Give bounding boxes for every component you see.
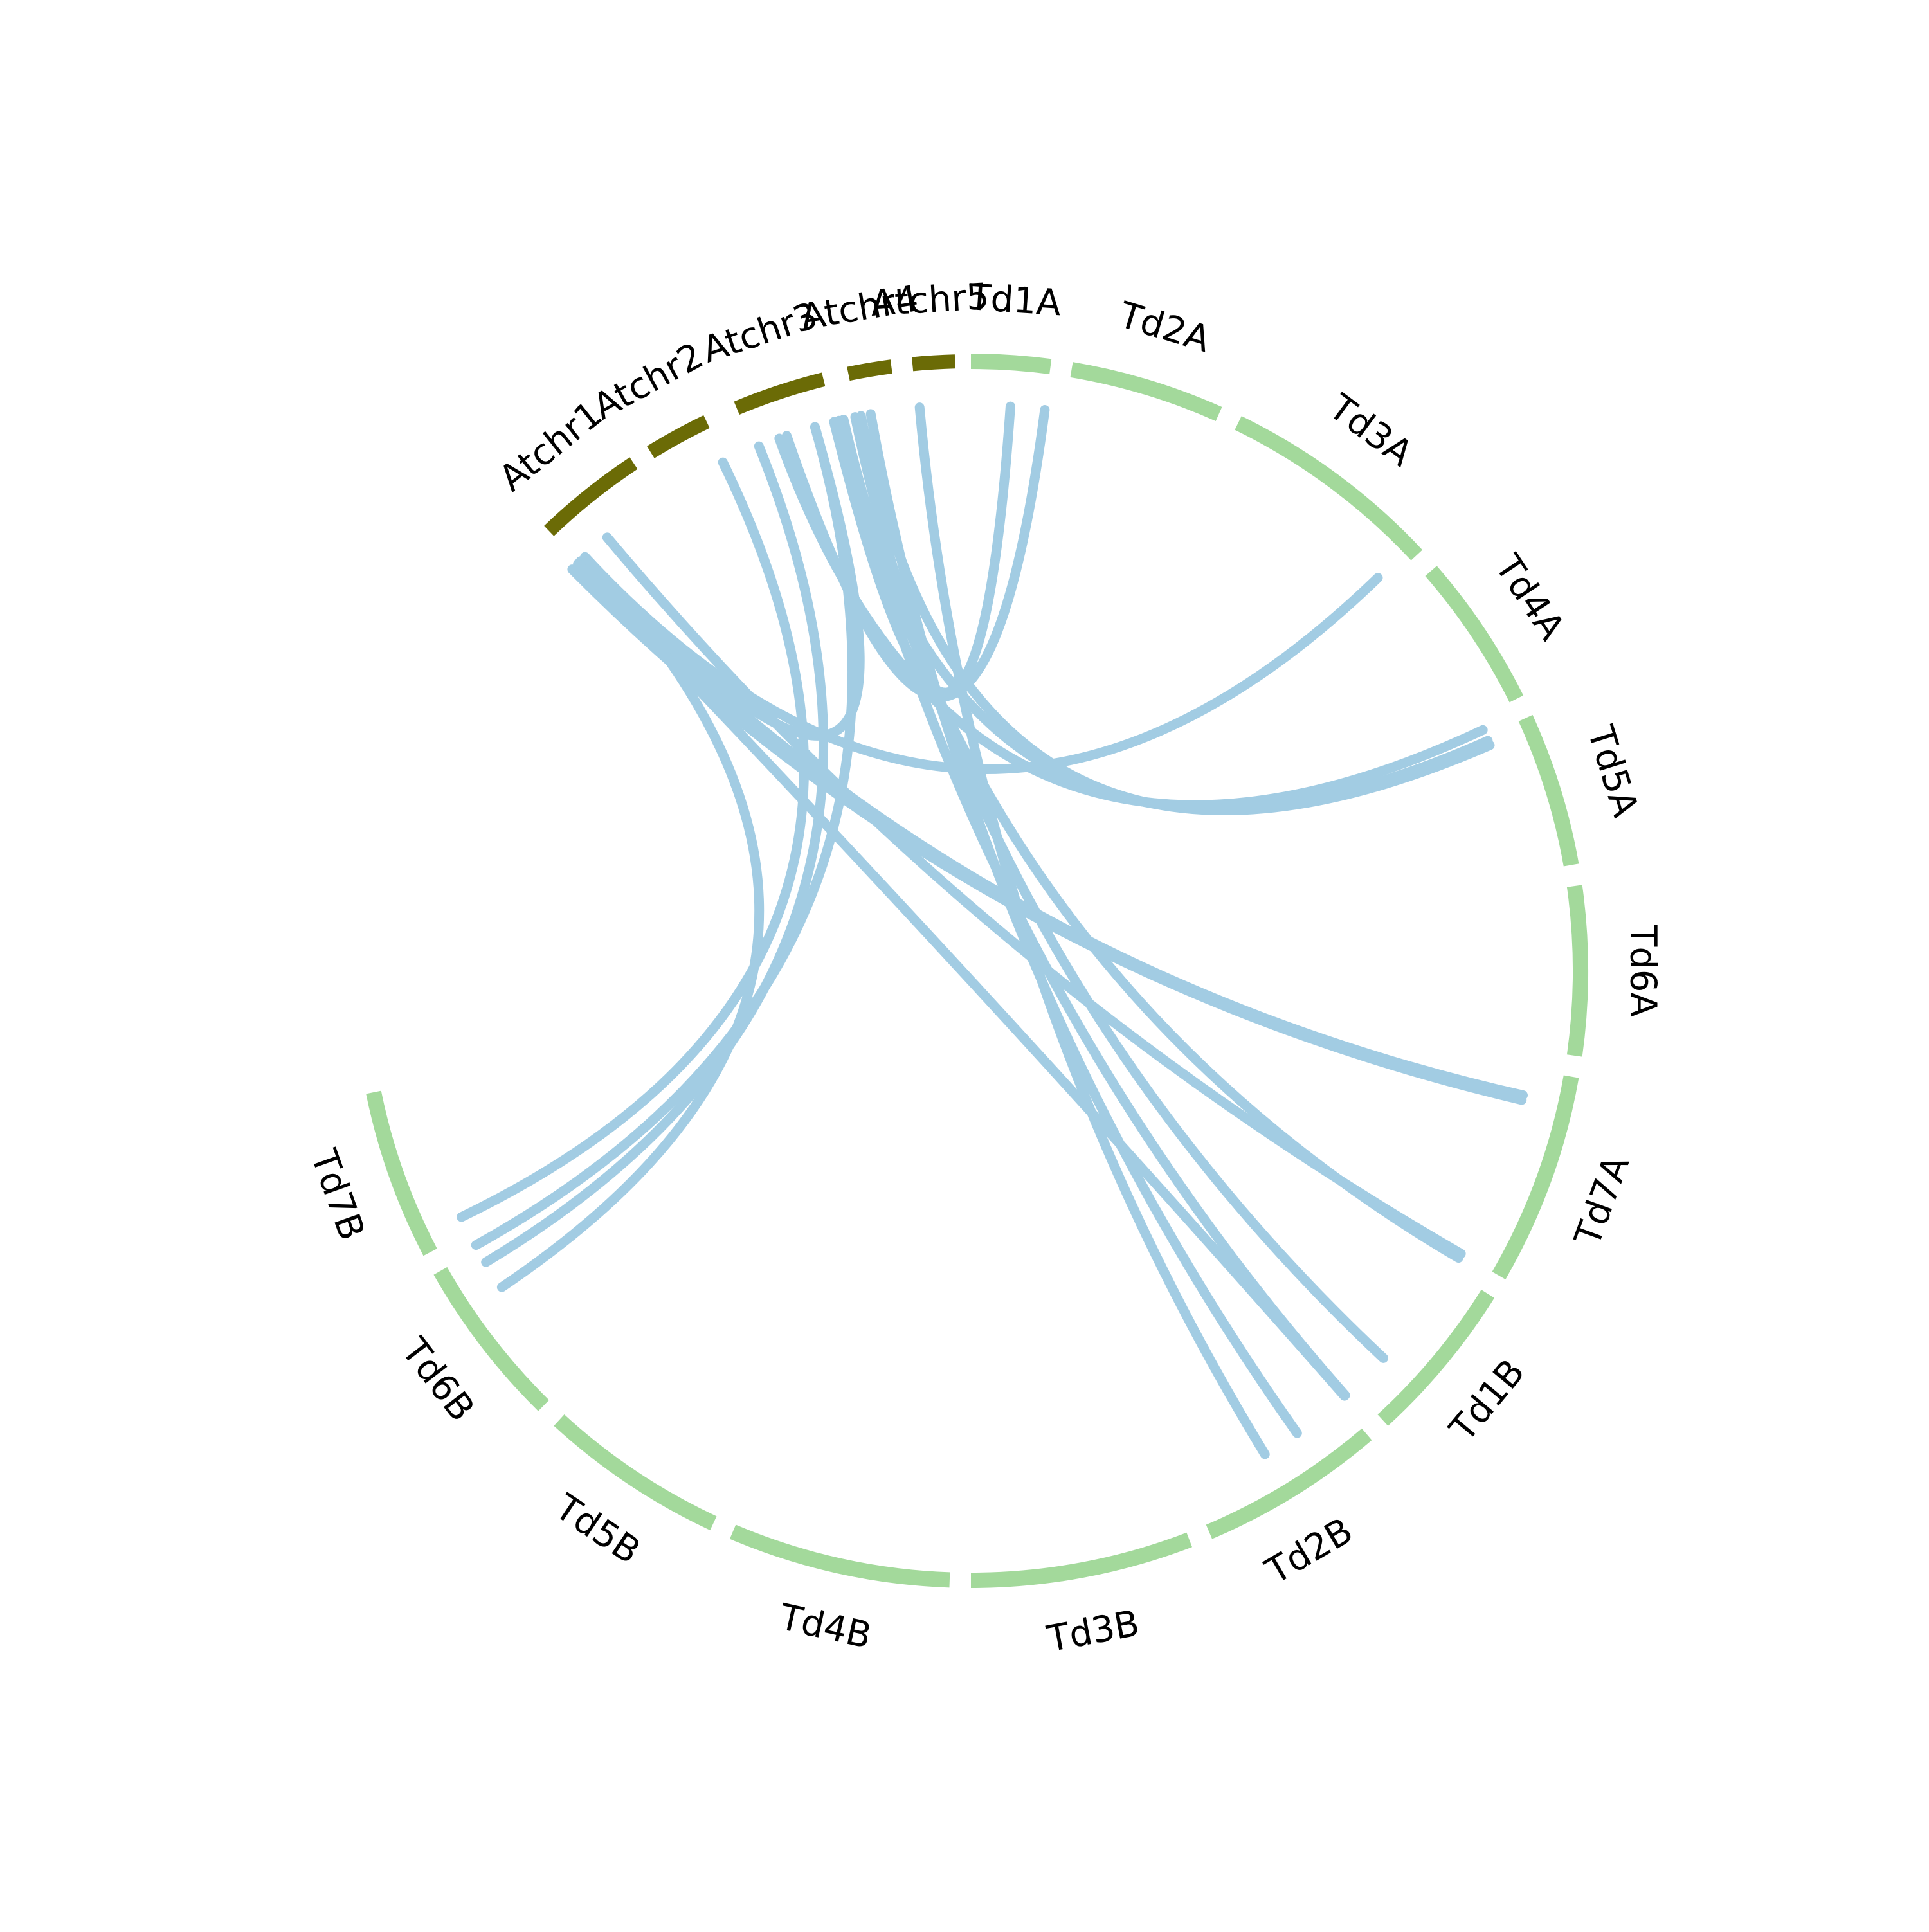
synteny-link-14 <box>850 412 1388 1363</box>
chromosome-label-td1b: Td1B <box>1442 1351 1534 1450</box>
chromosome-arc-td2a <box>1070 362 1222 421</box>
chromosome-arc-td5a <box>1518 714 1579 867</box>
chromosome-label-td3a: Td3A <box>1321 386 1420 475</box>
chromosome-arc-atchr1 <box>544 457 638 536</box>
chromosome-label-td2b: Td2B <box>1258 1510 1360 1593</box>
synteny-link-19 <box>496 552 765 1292</box>
chromosome-arc-td2b <box>1206 1428 1372 1539</box>
chromosome-label-atchr5: Atchr5 <box>869 276 990 325</box>
synteny-link-11 <box>602 532 1466 1259</box>
chromosome-label-td5b: Td5B <box>547 1486 648 1573</box>
chromosome-arc-td3a <box>1235 416 1423 561</box>
chromosome-label-td4a: Td4A <box>1486 547 1572 647</box>
synteny-link-18 <box>457 457 810 1222</box>
chromosome-label-td1a: Td1A <box>966 276 1062 324</box>
chromosome-arc-td6b <box>433 1267 549 1411</box>
synteny-link-20 <box>471 422 858 1250</box>
chromosome-label-td7a: Td7A <box>1567 1150 1638 1252</box>
chromosome-label-td6b: Td6B <box>393 1330 483 1429</box>
chromosome-ring <box>366 354 1588 1588</box>
chromosome-arc-td7b <box>366 1090 437 1256</box>
synteny-links <box>457 401 1528 1459</box>
chromosome-arc-td4b <box>729 1524 950 1588</box>
chromosome-arc-td6a <box>1566 885 1588 1057</box>
chromosome-label-td5a: Td5A <box>1579 721 1646 822</box>
chromosome-arc-td1b <box>1377 1290 1495 1426</box>
chromosome-label-atchr1: Atchr1 <box>491 393 610 500</box>
chromosome-arc-td5b <box>554 1414 717 1531</box>
chromosome-arc-atchr4 <box>847 359 892 381</box>
chromosome-arc-atchr5 <box>912 354 955 372</box>
synteny-link-1 <box>914 402 1270 1459</box>
chromosome-label-td4b: Td4B <box>775 1596 875 1657</box>
chromosome-label-td2a: Td2A <box>1114 294 1215 361</box>
synteny-link-15 <box>865 409 1302 1438</box>
synteny-link-12 <box>573 559 1350 1401</box>
chromosome-label-td3b: Td3B <box>1044 1602 1143 1660</box>
chromosome-label-atchr2: Atchr2 <box>586 335 711 428</box>
chromosome-arc-td1a <box>970 354 1052 375</box>
synteny-link-13 <box>834 415 1350 1400</box>
chromosome-arc-atchr2 <box>647 415 710 458</box>
chromosome-label-td6a: Td6A <box>1622 924 1664 1017</box>
chromosome-label-td7b: Td7B <box>302 1144 373 1245</box>
chromosome-arc-td4a <box>1425 566 1524 703</box>
chromosome-arc-atchr3 <box>734 372 826 415</box>
chromosome-arc-td3b <box>970 1532 1192 1588</box>
synteny-link-17 <box>481 441 828 1267</box>
chromosome-arc-td7a <box>1492 1075 1579 1279</box>
